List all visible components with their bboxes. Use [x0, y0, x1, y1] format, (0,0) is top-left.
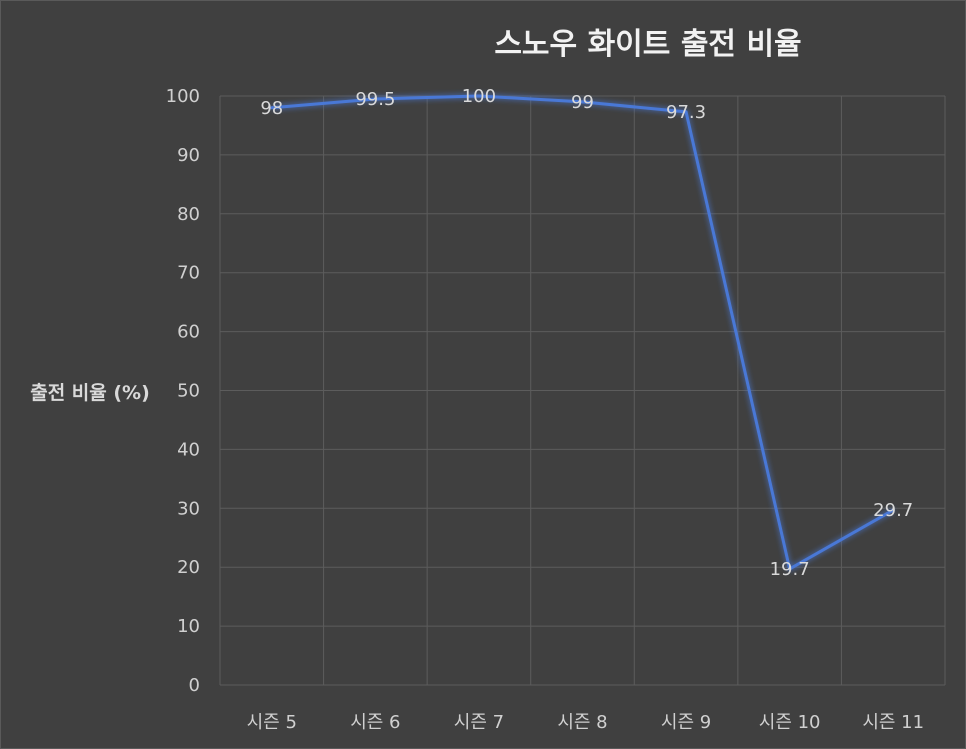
x-tick-labels: 시즌 5 시즌 6 시즌 7 시즌 8 시즌 9 시즌 10 시즌 11 [247, 712, 924, 733]
data-label: 98 [260, 98, 283, 119]
data-point [891, 508, 895, 512]
y-tick-label: 90 [177, 145, 200, 166]
horizontal-gridlines [220, 95, 945, 686]
y-tick-label: 20 [177, 557, 200, 578]
series-line-group [270, 94, 895, 571]
y-tick-label: 30 [177, 498, 200, 519]
x-tick-label: 시즌 9 [661, 712, 711, 733]
data-label: 19.7 [770, 559, 810, 580]
y-tick-label: 80 [177, 204, 200, 225]
data-point [788, 567, 792, 571]
x-tick-label: 시즌 10 [759, 712, 821, 733]
y-tick-label: 100 [166, 86, 200, 107]
x-tick-label: 시즌 8 [557, 712, 607, 733]
y-axis-label: 출전 비율 (%) [30, 382, 150, 404]
y-tick-label: 70 [177, 263, 200, 284]
data-label: 100 [462, 86, 496, 107]
x-tick-label: 시즌 7 [454, 712, 504, 733]
data-label: 97.3 [666, 102, 706, 123]
data-point [684, 110, 688, 114]
y-tick-label: 0 [189, 675, 200, 696]
series-line [271, 94, 894, 571]
y-tick-label: 40 [177, 439, 200, 460]
y-tick-label: 50 [177, 381, 200, 402]
x-tick-label: 시즌 6 [350, 712, 400, 733]
data-point [270, 106, 274, 110]
y-tick-labels: 0 10 20 30 40 50 60 70 80 90 100 [166, 86, 200, 696]
data-label: 99.5 [355, 89, 395, 110]
data-point [373, 97, 377, 101]
x-tick-label: 시즌 5 [247, 712, 297, 733]
data-label: 29.7 [873, 500, 913, 521]
data-point [581, 100, 584, 104]
y-tick-label: 60 [177, 322, 200, 343]
chart-title: 스노우 화이트 출전 비율 [494, 27, 801, 62]
y-tick-label: 10 [177, 616, 200, 637]
data-label: 99 [571, 92, 594, 113]
data-point [477, 94, 481, 98]
x-tick-label: 시즌 11 [862, 712, 924, 733]
data-labels: 98 99.5 100 99 97.3 19.7 29.7 [260, 86, 913, 580]
